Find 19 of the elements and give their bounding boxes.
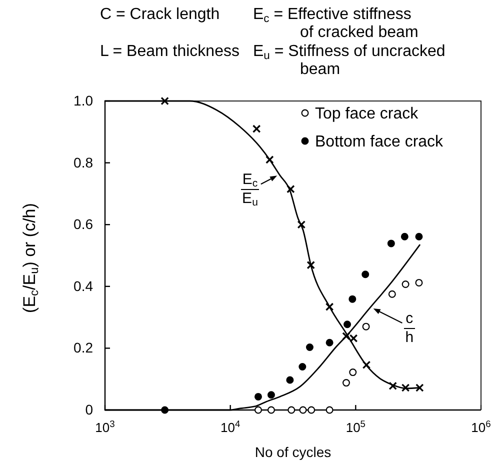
y-tick-label: 0.4 [74, 278, 94, 294]
y-tick-label: 0 [85, 401, 94, 418]
x-tick-label: 10$^{6}$ [471, 419, 491, 436]
text: E$_{c}$ = Effective stiffness of cracked beam [253, 6, 418, 42]
y-tick-label: 0.6 [74, 216, 94, 232]
y-tick-label: 0.8 [74, 154, 94, 170]
annotation: E$_{c}$ E$_{u}$ [241, 170, 259, 208]
annotation: c h [404, 310, 415, 346]
text: C = Crack length [100, 6, 220, 24]
legend-label: Top face crack [315, 106, 420, 123]
x-tick-label: 10$^{3}$ [95, 419, 115, 436]
y-tick-label: 1.0 [74, 92, 94, 108]
x-tick-label: 10$^{4}$ [220, 419, 240, 436]
x-axis-title: No of cycles [254, 444, 332, 460]
y-tick-label: 0.2 [74, 340, 94, 356]
text: E$_{u}$ = Stiffness of uncracked beam [253, 43, 446, 79]
x-tick-label: 10$^{5}$ [346, 419, 366, 436]
text: L = Beam thickness [100, 43, 240, 61]
legend-label: Bottom face crack [315, 134, 444, 151]
